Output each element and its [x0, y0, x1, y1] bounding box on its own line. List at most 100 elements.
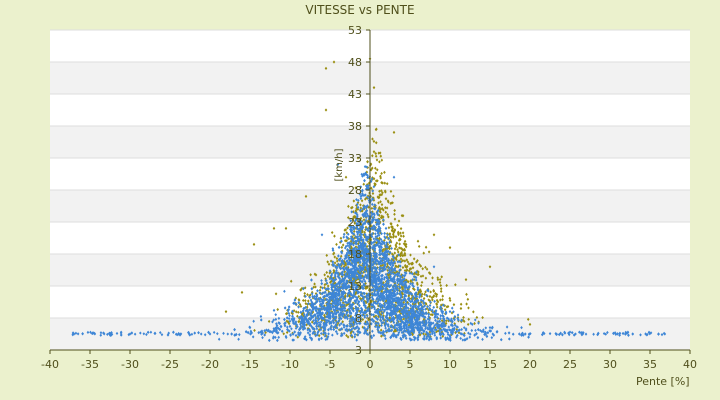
blue-point [431, 321, 435, 325]
olive-point [387, 200, 390, 204]
blue-point [289, 333, 292, 337]
blue-point [381, 314, 384, 319]
blue-point [296, 325, 299, 329]
blue-point [313, 321, 317, 325]
olive-point [324, 277, 327, 281]
blue-point [397, 307, 400, 311]
blue-point [481, 337, 484, 341]
olive-point [368, 241, 371, 246]
blue-point [355, 230, 359, 234]
blue-point [371, 257, 374, 261]
blue-point [357, 267, 360, 271]
blue-point [378, 302, 382, 306]
blue-point [263, 329, 266, 333]
blue-point [360, 284, 364, 289]
blue-point [374, 237, 378, 241]
olive-point [475, 315, 479, 320]
blue-point [172, 330, 175, 334]
blue-point [346, 294, 349, 298]
blue-point [379, 293, 382, 297]
blue-point [371, 329, 374, 333]
olive-point [364, 281, 367, 286]
blue-point [341, 258, 344, 262]
olive-point [424, 290, 427, 294]
blue-point [397, 331, 401, 335]
blue-point [308, 316, 311, 320]
olive-point [390, 252, 394, 256]
blue-point [283, 306, 287, 310]
blue-point [446, 331, 450, 335]
blue-point [318, 309, 321, 313]
olive-point [350, 329, 354, 333]
blue-point [291, 320, 295, 324]
blue-point [338, 265, 342, 270]
olive-point [352, 199, 356, 203]
olive-point [365, 244, 369, 248]
blue-point [353, 319, 357, 324]
blue-point [383, 309, 386, 313]
olive-point [365, 170, 369, 174]
olive-point [326, 300, 329, 304]
blue-point [145, 332, 148, 337]
blue-point [429, 337, 433, 341]
olive-point [393, 228, 397, 233]
olive-point [390, 222, 393, 226]
blue-point [91, 331, 95, 335]
blue-point [614, 332, 618, 336]
blue-point [304, 316, 308, 320]
olive-point [404, 243, 407, 248]
blue-point [310, 325, 314, 329]
olive-point [417, 301, 421, 305]
blue-point [413, 325, 417, 330]
olive-point [349, 331, 353, 335]
blue-point [403, 274, 406, 278]
blue-point [106, 332, 109, 336]
blue-point [393, 283, 396, 287]
olive-point [436, 316, 440, 321]
blue-point [338, 298, 341, 302]
blue-point [356, 272, 360, 276]
blue-point [348, 309, 352, 313]
blue-point [348, 224, 351, 228]
blue-point [320, 305, 324, 309]
blue-point [374, 301, 378, 306]
blue-point [409, 282, 412, 286]
olive-point [385, 330, 389, 334]
blue-point [412, 322, 416, 327]
blue-point [337, 302, 340, 306]
blue-point [391, 333, 395, 337]
blue-point [333, 305, 337, 309]
blue-point [420, 314, 424, 318]
blue-point [331, 278, 334, 282]
blue-point [377, 273, 381, 277]
blue-point [222, 331, 225, 335]
blue-point [355, 197, 358, 202]
blue-point [621, 331, 625, 336]
blue-point [130, 331, 134, 335]
blue-point [115, 331, 119, 336]
olive-point [385, 206, 389, 210]
blue-point [388, 268, 391, 272]
olive-point [394, 243, 398, 247]
blue-point [323, 294, 326, 298]
blue-point [411, 278, 414, 282]
blue-point [374, 322, 377, 326]
blue-point [351, 317, 355, 321]
blue-point [327, 316, 331, 320]
blue-point [362, 260, 366, 264]
olive-point [356, 207, 360, 211]
blue-point [308, 329, 312, 333]
blue-point [384, 318, 387, 323]
blue-point [301, 309, 305, 313]
blue-point [364, 215, 368, 219]
blue-point [348, 260, 351, 264]
blue-point [373, 307, 376, 311]
blue-point [385, 253, 389, 257]
olive-point [435, 302, 438, 306]
olive-point [378, 205, 381, 210]
blue-point [443, 328, 447, 332]
blue-point [268, 338, 271, 342]
olive-point [345, 333, 348, 338]
blue-point [404, 334, 407, 338]
olive-point [446, 304, 450, 309]
